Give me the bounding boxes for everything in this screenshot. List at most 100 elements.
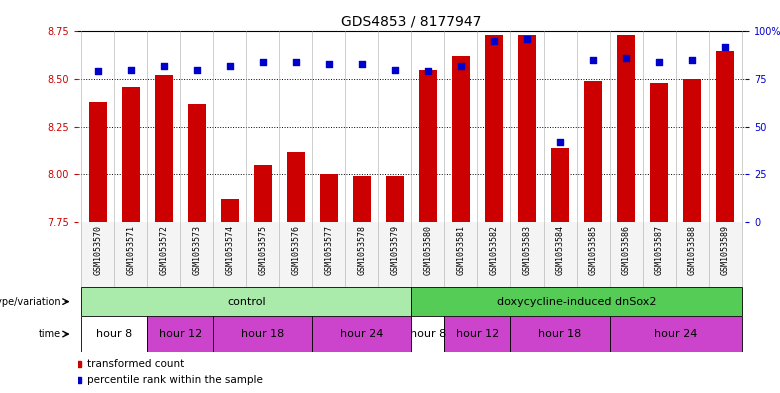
- Point: [356, 61, 368, 67]
- Point: [289, 59, 302, 65]
- Text: GSM1053581: GSM1053581: [456, 225, 466, 275]
- Text: GSM1053576: GSM1053576: [292, 225, 300, 275]
- Text: GSM1053587: GSM1053587: [654, 225, 664, 275]
- Text: doxycycline-induced dnSox2: doxycycline-induced dnSox2: [497, 297, 656, 307]
- Bar: [576, 222, 609, 287]
- Point: [91, 68, 104, 75]
- Point: [190, 66, 203, 73]
- Text: hour 12: hour 12: [158, 329, 202, 339]
- Point: [719, 44, 732, 50]
- Bar: [221, 199, 239, 222]
- Bar: [518, 35, 536, 222]
- Text: GSM1053574: GSM1053574: [225, 225, 234, 275]
- Bar: [154, 75, 173, 222]
- Bar: [445, 316, 510, 352]
- Point: [422, 68, 434, 75]
- Bar: [246, 222, 279, 287]
- Bar: [643, 222, 675, 287]
- Bar: [320, 174, 338, 222]
- Text: transformed count: transformed count: [87, 359, 185, 369]
- Bar: [683, 79, 701, 222]
- Point: [224, 62, 236, 69]
- Bar: [675, 222, 708, 287]
- Bar: [412, 287, 742, 316]
- Bar: [81, 222, 115, 287]
- Point: [488, 38, 500, 44]
- Point: [323, 61, 335, 67]
- Text: GSM1053585: GSM1053585: [589, 225, 597, 275]
- Bar: [81, 287, 412, 316]
- Bar: [346, 222, 378, 287]
- Text: GSM1053588: GSM1053588: [688, 225, 697, 275]
- Bar: [452, 56, 470, 222]
- Bar: [89, 102, 107, 222]
- Bar: [609, 222, 643, 287]
- Text: GSM1053575: GSM1053575: [258, 225, 268, 275]
- Text: time: time: [39, 329, 61, 339]
- Bar: [617, 35, 635, 222]
- Text: GSM1053586: GSM1053586: [622, 225, 630, 275]
- Bar: [551, 148, 569, 222]
- Bar: [188, 104, 206, 222]
- Text: hour 18: hour 18: [241, 329, 285, 339]
- Point: [620, 55, 633, 61]
- Point: [521, 36, 534, 42]
- Title: GDS4853 / 8177947: GDS4853 / 8177947: [342, 15, 481, 29]
- Bar: [419, 70, 437, 222]
- Bar: [584, 81, 602, 222]
- Bar: [214, 316, 313, 352]
- Text: hour 12: hour 12: [456, 329, 499, 339]
- Point: [653, 59, 665, 65]
- Bar: [378, 222, 411, 287]
- Text: hour 8: hour 8: [96, 329, 133, 339]
- Point: [455, 62, 467, 69]
- Bar: [287, 152, 305, 222]
- Bar: [477, 222, 510, 287]
- Text: percentile rank within the sample: percentile rank within the sample: [87, 375, 263, 385]
- Text: GSM1053589: GSM1053589: [721, 225, 729, 275]
- Text: control: control: [227, 297, 266, 307]
- Bar: [313, 316, 411, 352]
- Bar: [353, 176, 371, 222]
- Point: [257, 59, 269, 65]
- Point: [587, 57, 599, 63]
- Bar: [716, 50, 734, 222]
- Text: hour 24: hour 24: [340, 329, 384, 339]
- Bar: [510, 316, 609, 352]
- Bar: [650, 83, 668, 222]
- Text: GSM1053582: GSM1053582: [490, 225, 498, 275]
- Bar: [279, 222, 313, 287]
- Bar: [708, 222, 742, 287]
- Bar: [147, 316, 214, 352]
- Bar: [544, 222, 576, 287]
- Point: [554, 139, 566, 145]
- Point: [686, 57, 698, 63]
- Text: GSM1053571: GSM1053571: [126, 225, 135, 275]
- Text: GSM1053572: GSM1053572: [159, 225, 168, 275]
- Text: GSM1053570: GSM1053570: [94, 225, 102, 275]
- Text: GSM1053577: GSM1053577: [324, 225, 333, 275]
- Text: GSM1053579: GSM1053579: [391, 225, 399, 275]
- Bar: [180, 222, 214, 287]
- Point: [158, 62, 170, 69]
- Bar: [510, 222, 544, 287]
- Bar: [412, 222, 445, 287]
- Text: GSM1053578: GSM1053578: [357, 225, 367, 275]
- Point: [125, 66, 137, 73]
- Text: GSM1053580: GSM1053580: [424, 225, 432, 275]
- Bar: [609, 316, 742, 352]
- Bar: [485, 35, 503, 222]
- Text: hour 18: hour 18: [538, 329, 582, 339]
- Bar: [214, 222, 246, 287]
- Text: hour 8: hour 8: [410, 329, 446, 339]
- Bar: [147, 222, 180, 287]
- Bar: [412, 316, 445, 352]
- Bar: [122, 87, 140, 222]
- Text: GSM1053584: GSM1053584: [555, 225, 565, 275]
- Point: [388, 66, 401, 73]
- Text: GSM1053583: GSM1053583: [523, 225, 531, 275]
- Text: hour 24: hour 24: [654, 329, 697, 339]
- Bar: [313, 222, 346, 287]
- Text: GSM1053573: GSM1053573: [193, 225, 201, 275]
- Bar: [81, 316, 147, 352]
